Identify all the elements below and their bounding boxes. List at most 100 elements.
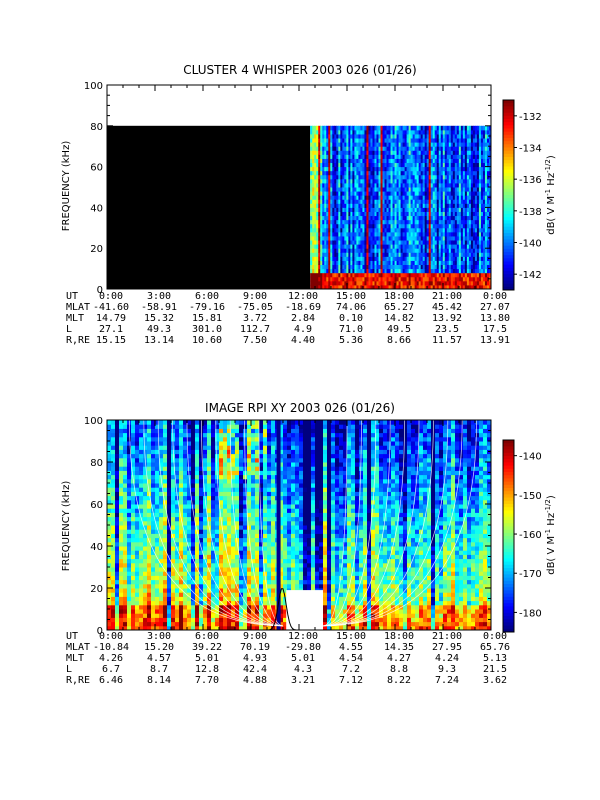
colorbar-tick-label: -150 bbox=[519, 491, 542, 502]
panel-2-ylabel: FREQUENCY (kHz) bbox=[61, 481, 72, 572]
ephemeris-value: 7.24 bbox=[435, 675, 459, 686]
panel-2-colorbar-label: dB( V M-1 Hz-1/2) bbox=[544, 495, 557, 575]
dark-band bbox=[276, 420, 281, 630]
ephemeris-value: 27.1 bbox=[99, 324, 123, 335]
ephemeris-value: 9.3 bbox=[438, 664, 456, 675]
ephemeris-value: 301.0 bbox=[192, 324, 222, 335]
ephemeris-value: 13.80 bbox=[480, 313, 510, 324]
ephemeris-value: 23.5 bbox=[435, 324, 459, 335]
ephemeris-value: 65.76 bbox=[480, 642, 510, 653]
ephemeris-value: 8.8 bbox=[390, 664, 408, 675]
ephemeris-value: 21:00 bbox=[432, 631, 462, 642]
ephemeris-value: 13.91 bbox=[480, 335, 510, 346]
panel-1-ephemeris: UT 0:00 3:00 6:00 9:00 12:00 15:00 18:00 21:00 0:… bbox=[66, 291, 510, 346]
ephemeris-value: 8.14 bbox=[147, 675, 171, 686]
ephemeris-value: 4.88 bbox=[243, 675, 267, 686]
ephemeris-value: 5.01 bbox=[291, 653, 315, 664]
ephemeris-value: -18.69 bbox=[285, 302, 321, 313]
ephemeris-row-label: UT bbox=[66, 631, 78, 642]
ephemeris-value: 0:00 bbox=[483, 291, 507, 302]
y-tick-label: 20 bbox=[90, 244, 103, 255]
ephemeris-value: 70.19 bbox=[240, 642, 270, 653]
y-tick-label: 60 bbox=[90, 163, 103, 174]
ephemeris-value: 8.66 bbox=[387, 335, 411, 346]
ephemeris-value: 18:00 bbox=[384, 631, 414, 642]
colorbar-tick-label: -138 bbox=[519, 207, 542, 218]
ephemeris-value: 45.42 bbox=[432, 302, 462, 313]
panel-1-spectrogram bbox=[107, 125, 492, 290]
ephemeris-value: 6.46 bbox=[99, 675, 123, 686]
panel-1-colorbar-label: dB( V M-1 Hz-1/2) bbox=[544, 155, 557, 235]
ephemeris-value: -58.91 bbox=[141, 302, 177, 313]
ephemeris-value: 6:00 bbox=[195, 631, 219, 642]
ephemeris-value: 0:00 bbox=[99, 291, 123, 302]
y-tick-label: 100 bbox=[84, 81, 103, 92]
ephemeris-value: 27.95 bbox=[432, 642, 462, 653]
y-tick-label: 40 bbox=[90, 203, 103, 214]
ephemeris-value: 2.84 bbox=[291, 313, 315, 324]
ephemeris-value: -41.60 bbox=[93, 302, 129, 313]
panel-2-colorbar: -140 -150 -160 -170 -180 bbox=[502, 439, 542, 633]
colorbar-tick-label: -140 bbox=[519, 239, 542, 250]
ephemeris-value: 42.4 bbox=[243, 664, 267, 675]
panel-2-title: IMAGE RPI XY 2003 026 (01/26) bbox=[205, 401, 395, 415]
ephemeris-value: 5.01 bbox=[195, 653, 219, 664]
ephemeris-value: 4.9 bbox=[294, 324, 312, 335]
ephemeris-value: 14.82 bbox=[384, 313, 414, 324]
ephemeris-value: 3.72 bbox=[243, 313, 267, 324]
ephemeris-value: 14.79 bbox=[96, 313, 126, 324]
ephemeris-value: 4.24 bbox=[435, 653, 459, 664]
ephemeris-value: 49.3 bbox=[147, 324, 171, 335]
ephemeris-value: 12:00 bbox=[288, 291, 318, 302]
ephemeris-value: 7.2 bbox=[342, 664, 360, 675]
ephemeris-value: 5.36 bbox=[339, 335, 363, 346]
panel-2-axes: 0 20 40 60 80 100 bbox=[84, 416, 492, 637]
ephemeris-row-label: MLT bbox=[66, 313, 84, 324]
ephemeris-value: 6:00 bbox=[195, 291, 219, 302]
panel-1-colorbar: -132 -134 -136 -138 -140 -142 bbox=[502, 99, 542, 291]
ephemeris-row-label: MLAT bbox=[66, 642, 90, 653]
ephemeris-value: 8.7 bbox=[150, 664, 168, 675]
panel-2-ephemeris: UT 0:00 3:00 6:00 9:00 12:00 15:00 18:00 21:00 0:… bbox=[66, 631, 510, 686]
ephemeris-value: 15.81 bbox=[192, 313, 222, 324]
ephemeris-value: 39.22 bbox=[192, 642, 222, 653]
ephemeris-value: 112.7 bbox=[240, 324, 270, 335]
ephemeris-row-label: R,RE bbox=[66, 675, 90, 686]
ephemeris-value: 21:00 bbox=[432, 291, 462, 302]
ephemeris-value: 6.7 bbox=[102, 664, 120, 675]
ephemeris-value: 15.20 bbox=[144, 642, 174, 653]
ephemeris-value: 15.15 bbox=[96, 335, 126, 346]
colorbar-tick-label: -136 bbox=[519, 175, 542, 186]
y-tick-label: 20 bbox=[90, 584, 103, 595]
panel-1-axes: 0 20 40 60 80 100 bbox=[84, 81, 492, 296]
ephemeris-value: 21.5 bbox=[483, 664, 507, 675]
ephemeris-value: 12:00 bbox=[288, 631, 318, 642]
colorbar-tick-label: -142 bbox=[519, 270, 542, 281]
y-tick-label: 80 bbox=[90, 458, 103, 469]
ephemeris-value: 15.32 bbox=[144, 313, 174, 324]
panel-1-ylabel: FREQUENCY (kHz) bbox=[61, 141, 72, 232]
ephemeris-value: 15:00 bbox=[336, 291, 366, 302]
colorbar-tick-label: -132 bbox=[519, 112, 542, 123]
y-tick-label: 80 bbox=[90, 122, 103, 133]
y-tick-label: 0 bbox=[97, 626, 103, 637]
no-data-gap bbox=[286, 590, 323, 630]
ephemeris-value: 3.62 bbox=[483, 675, 507, 686]
ephemeris-value: 14.35 bbox=[384, 642, 414, 653]
ephemeris-value: 7.70 bbox=[195, 675, 219, 686]
colorbar-tick-label: -180 bbox=[519, 608, 542, 619]
ephemeris-value: 15:00 bbox=[336, 631, 366, 642]
ephemeris-value: -29.80 bbox=[285, 642, 321, 653]
panel-2-spectrogram bbox=[107, 419, 492, 631]
ephemeris-value: 0:00 bbox=[99, 631, 123, 642]
ephemeris-value: 12.8 bbox=[195, 664, 219, 675]
ephemeris-value: 4.55 bbox=[339, 642, 363, 653]
ephemeris-value: 49.5 bbox=[387, 324, 411, 335]
ephemeris-value: 10.60 bbox=[192, 335, 222, 346]
y-tick-label: 60 bbox=[90, 500, 103, 511]
ephemeris-value: -79.16 bbox=[189, 302, 225, 313]
ephemeris-value: 9:00 bbox=[243, 631, 267, 642]
ephemeris-value: 8.22 bbox=[387, 675, 411, 686]
ephemeris-value: 4.26 bbox=[99, 653, 123, 664]
ephemeris-value: 13.92 bbox=[432, 313, 462, 324]
